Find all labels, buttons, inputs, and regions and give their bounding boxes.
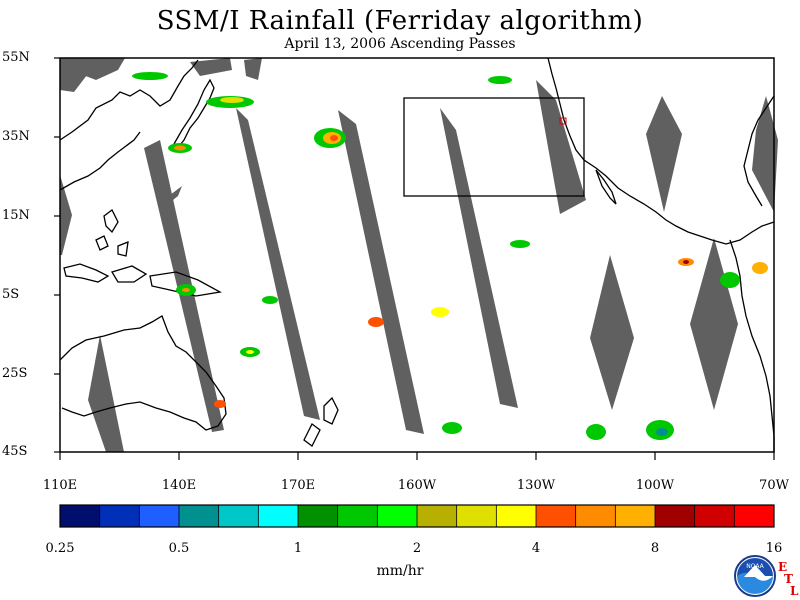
colorbar-label: 0.25 — [45, 541, 75, 556]
rain-patch — [683, 260, 689, 264]
swath-gap — [752, 96, 778, 212]
lat-label: 15N — [2, 208, 30, 223]
colorbar-swatch — [258, 505, 299, 527]
rain-patch — [246, 350, 254, 354]
colorbar-swatch — [734, 505, 775, 527]
colorbar-swatch — [337, 505, 378, 527]
lon-label: 140E — [161, 478, 197, 493]
swath-gap — [646, 96, 682, 212]
rain-patch — [510, 240, 530, 248]
lat-label: 25S — [2, 366, 28, 381]
coastline-asia — [59, 59, 199, 141]
swath-gap — [590, 255, 634, 410]
colorbar-label: 1 — [293, 541, 303, 556]
swath-gap — [166, 186, 182, 204]
colorbar-swatch — [377, 505, 418, 527]
logo-text: NOAA — [746, 563, 764, 570]
lat-label: 45S — [2, 444, 28, 459]
coastline-north-america — [547, 57, 775, 245]
swath-gap — [190, 58, 232, 76]
coastline-south-america — [729, 239, 775, 452]
swath-gap — [244, 58, 262, 80]
colorbar-label: 4 — [531, 541, 541, 556]
highlight-box — [403, 97, 585, 197]
swath-gap — [88, 335, 124, 452]
coastline-indonesia — [63, 263, 222, 297]
noaa-logo: NOAA — [734, 555, 776, 597]
rain-patch — [752, 262, 768, 274]
swath-gap — [536, 80, 586, 214]
colorbar-swatch — [139, 505, 180, 527]
coastline-philippines — [95, 209, 129, 257]
coastline-australia — [59, 315, 227, 431]
colorbar-swatch — [655, 505, 696, 527]
red-marker — [559, 117, 567, 125]
map-subtitle: April 13, 2006 Ascending Passes — [284, 36, 516, 52]
colorbar-units: mm/hr — [376, 563, 424, 579]
rain-patch — [431, 307, 449, 317]
lon-label: 100W — [635, 478, 675, 493]
lon-label: 110E — [42, 478, 78, 493]
colorbar-label: 16 — [765, 541, 783, 556]
swath-gap — [60, 175, 72, 255]
rain-patch — [330, 135, 338, 141]
coastline-china — [59, 131, 141, 191]
lon-label: 170E — [280, 478, 316, 493]
swath-gap — [338, 110, 424, 434]
colorbar-label: 0.5 — [168, 541, 190, 556]
colorbar-swatch — [218, 505, 259, 527]
lon-label: 160W — [397, 478, 437, 493]
colorbar-label: 2 — [412, 541, 422, 556]
axis-ticks — [54, 57, 775, 460]
colorbar-swatch — [575, 505, 616, 527]
colorbar-swatch — [615, 505, 656, 527]
lab-letter: T — [784, 572, 793, 586]
rain-patch — [220, 97, 244, 103]
colorbar-label: 8 — [650, 541, 660, 556]
colorbar-swatch — [456, 505, 497, 527]
coastlines — [59, 57, 775, 452]
swath-gap — [60, 58, 125, 80]
lab-letter: E — [778, 560, 788, 574]
colorbar-swatch — [536, 505, 577, 527]
lat-label: 5S — [2, 287, 20, 302]
lat-label: 35N — [2, 129, 30, 144]
rain-patch — [656, 428, 668, 436]
coastline-us-east — [743, 95, 775, 207]
rain-patch — [586, 424, 606, 440]
colorbar-swatch — [298, 505, 339, 527]
rain-patch — [182, 288, 190, 292]
rain-patch — [442, 422, 462, 434]
coastline-japan — [173, 78, 215, 152]
map-title: SSM/I Rainfall (Ferriday algorithm) — [156, 6, 644, 36]
colorbar-swatch — [99, 505, 140, 527]
rain-patches — [132, 72, 768, 440]
lat-label: 55N — [2, 50, 30, 65]
rain-patch — [132, 72, 168, 80]
colorbar-swatch — [417, 505, 458, 527]
lab-letter: L — [790, 584, 799, 598]
map-area — [54, 57, 778, 460]
coastline-baja — [595, 169, 617, 205]
colorbar — [59, 504, 775, 528]
rain-patch — [262, 296, 278, 304]
lon-label: 130W — [516, 478, 556, 493]
rain-patch — [214, 400, 226, 408]
coastline-new-zealand — [303, 396, 339, 447]
colorbar-swatch — [179, 505, 220, 527]
colorbar-swatch — [60, 505, 101, 527]
colorbar-swatch — [694, 505, 735, 527]
rain-patch — [488, 76, 512, 84]
rain-patch — [174, 145, 186, 151]
rain-patch — [368, 317, 384, 327]
rain-patch — [720, 272, 740, 288]
colorbar-swatch — [496, 505, 537, 527]
lon-label: 70W — [759, 478, 789, 493]
swath-gap — [236, 108, 320, 420]
swath-gap — [440, 108, 518, 408]
